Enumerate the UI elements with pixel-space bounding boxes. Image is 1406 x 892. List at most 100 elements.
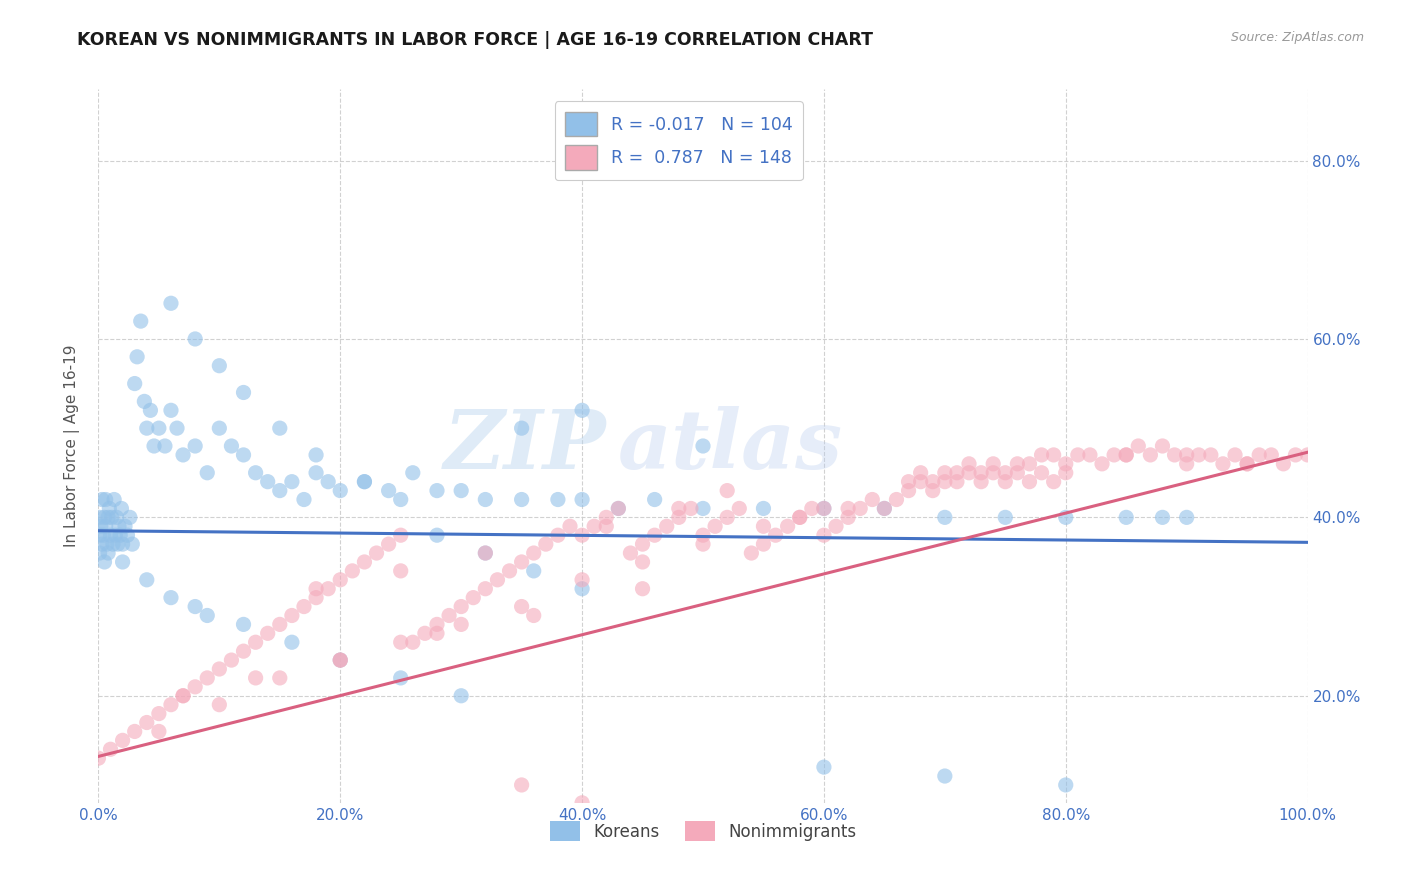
Point	[1018, 475, 1040, 489]
Point	[87, 751, 110, 765]
Point	[571, 573, 593, 587]
Point	[571, 528, 593, 542]
Point	[329, 653, 352, 667]
Point	[813, 760, 835, 774]
Point	[96, 537, 118, 551]
Point	[353, 475, 375, 489]
Point	[269, 671, 291, 685]
Point	[1115, 510, 1137, 524]
Point	[668, 501, 690, 516]
Point	[172, 689, 194, 703]
Point	[172, 689, 194, 703]
Point	[111, 733, 134, 747]
Point	[1042, 448, 1064, 462]
Point	[232, 617, 254, 632]
Point	[1188, 448, 1211, 462]
Point	[825, 519, 848, 533]
Point	[221, 439, 243, 453]
Point	[148, 706, 170, 721]
Text: atlas: atlas	[619, 406, 844, 486]
Point	[426, 626, 449, 640]
Point	[474, 546, 496, 560]
Point	[1175, 457, 1198, 471]
Point	[558, 519, 581, 533]
Point	[329, 653, 352, 667]
Point	[437, 608, 460, 623]
Point	[789, 510, 811, 524]
Point	[208, 421, 231, 435]
Point	[631, 582, 654, 596]
Point	[752, 537, 775, 551]
Point	[934, 510, 956, 524]
Point	[655, 519, 678, 533]
Point	[1091, 457, 1114, 471]
Point	[389, 635, 412, 649]
Point	[1272, 457, 1295, 471]
Point	[281, 608, 304, 623]
Point	[547, 492, 569, 507]
Point	[1236, 457, 1258, 471]
Point	[93, 510, 115, 524]
Point	[510, 599, 533, 614]
Point	[1102, 448, 1125, 462]
Point	[571, 582, 593, 596]
Point	[1078, 448, 1101, 462]
Point	[127, 350, 149, 364]
Point	[100, 510, 122, 524]
Point	[269, 483, 291, 498]
Point	[389, 528, 412, 542]
Point	[221, 653, 243, 667]
Point	[704, 519, 727, 533]
Point	[195, 466, 218, 480]
Point	[389, 492, 412, 507]
Point	[498, 564, 520, 578]
Point	[1054, 457, 1077, 471]
Point	[450, 599, 472, 614]
Point	[139, 403, 162, 417]
Point	[837, 501, 859, 516]
Point	[595, 510, 617, 524]
Point	[946, 475, 969, 489]
Point	[510, 778, 533, 792]
Point	[1249, 448, 1271, 462]
Point	[245, 466, 267, 480]
Point	[873, 501, 896, 516]
Point	[117, 528, 139, 542]
Point	[886, 492, 908, 507]
Point	[245, 671, 267, 685]
Point	[402, 466, 425, 480]
Point	[463, 591, 485, 605]
Point	[413, 626, 436, 640]
Point	[534, 537, 557, 551]
Point	[523, 608, 546, 623]
Point	[97, 546, 120, 560]
Point	[873, 501, 896, 516]
Point	[111, 537, 134, 551]
Point	[94, 519, 117, 533]
Point	[110, 501, 132, 516]
Point	[426, 528, 449, 542]
Point	[1054, 510, 1077, 524]
Point	[474, 546, 496, 560]
Point	[1152, 439, 1174, 453]
Point	[329, 653, 352, 667]
Point	[245, 635, 267, 649]
Point	[93, 555, 115, 569]
Point	[716, 483, 738, 498]
Point	[129, 314, 152, 328]
Point	[172, 448, 194, 462]
Point	[160, 403, 183, 417]
Point	[269, 617, 291, 632]
Point	[571, 796, 593, 810]
Point	[377, 483, 399, 498]
Point	[692, 537, 714, 551]
Point	[981, 457, 1004, 471]
Point	[692, 528, 714, 542]
Point	[897, 483, 920, 498]
Point	[353, 475, 375, 489]
Point	[104, 528, 127, 542]
Point	[118, 510, 141, 524]
Point	[813, 528, 835, 542]
Point	[208, 662, 231, 676]
Point	[281, 475, 304, 489]
